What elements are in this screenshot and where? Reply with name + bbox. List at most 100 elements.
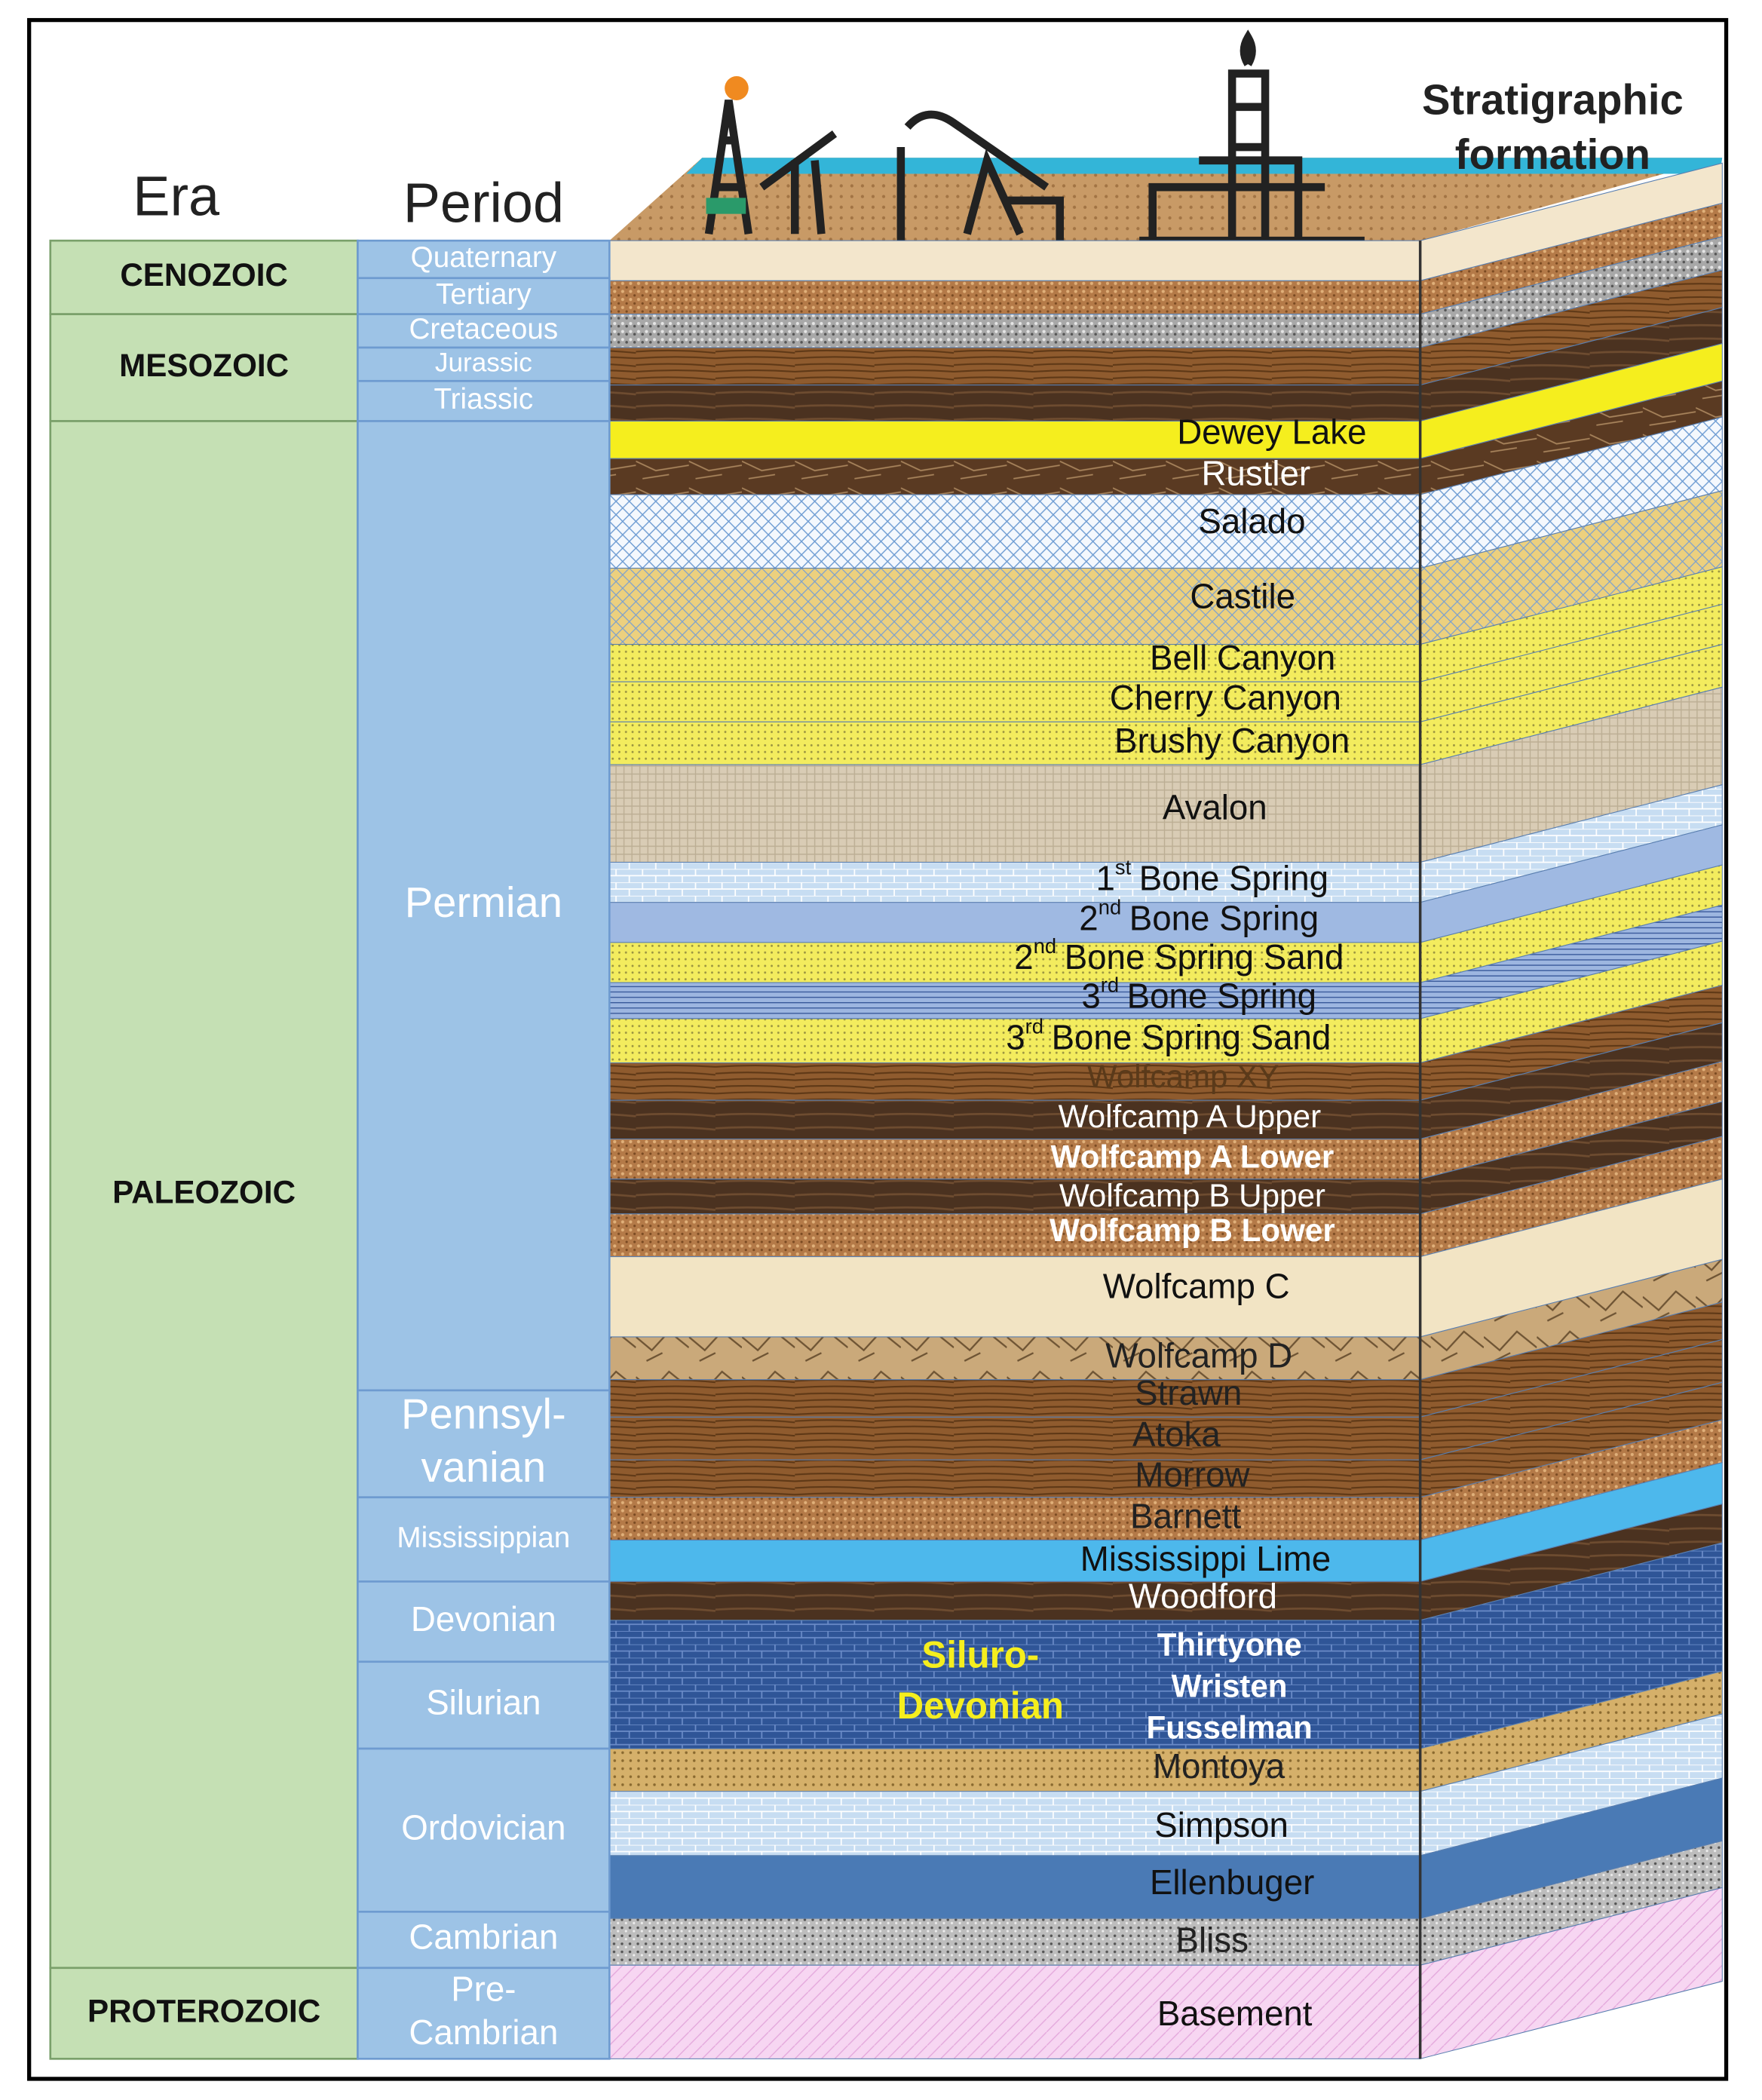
formation-label: 1st Bone Spring <box>1096 856 1328 898</box>
formation-label: Barnett <box>1130 1496 1241 1535</box>
period-cell <box>357 277 611 315</box>
period-label: Pre- <box>451 1969 516 2008</box>
formation-label: Woodford <box>1129 1576 1277 1615</box>
period-label: Cambrian <box>409 2013 558 2052</box>
formation-heading: Stratigraphic <box>1422 75 1684 123</box>
formation-label: 3rd Bone Spring Sand <box>1006 1015 1331 1057</box>
stratum <box>608 1855 1421 1919</box>
period-cell <box>357 1967 611 2060</box>
period-cell <box>357 1747 611 1913</box>
ordinal-number: 2 <box>1014 937 1033 976</box>
formation-label: Wolfcamp A Lower <box>1051 1139 1335 1174</box>
stratum <box>608 1539 1421 1582</box>
era-heading: Era <box>133 164 220 227</box>
ordinal-suffix: rd <box>1101 973 1119 997</box>
period-label: Ordovician <box>401 1807 565 1847</box>
stratum <box>608 1497 1421 1541</box>
formation-label: Wolfcamp B Lower <box>1050 1212 1335 1248</box>
water-strip <box>686 158 1723 174</box>
stratum <box>608 1748 1421 1792</box>
formation-name: Bone Spring <box>1129 899 1319 938</box>
stratum <box>608 1791 1421 1856</box>
stratum <box>608 1213 1421 1258</box>
stratum <box>608 1018 1421 1064</box>
period-label: Tertiary <box>436 278 532 311</box>
ordinal-suffix: st <box>1115 856 1132 879</box>
formation-label: Bell Canyon <box>1150 638 1335 677</box>
ordinal-suffix: nd <box>1099 896 1121 919</box>
stratum <box>608 494 1421 569</box>
ordinal-number: 3 <box>1081 976 1100 1015</box>
ground-surface <box>609 158 1723 241</box>
formation-name: Bone Spring Sand <box>1052 1017 1331 1056</box>
period-cell <box>357 346 611 382</box>
formation-label: Brushy Canyon <box>1114 721 1350 760</box>
ordinal-number: 1 <box>1096 858 1114 897</box>
era-label: CENOZOIC <box>120 257 288 293</box>
period-label: Silurian <box>426 1682 541 1721</box>
period-label: Jurassic <box>435 348 532 377</box>
stratum <box>608 1416 1421 1461</box>
era-cell <box>49 313 359 422</box>
period-cell <box>357 379 611 422</box>
group-label: Devonian <box>897 1685 1064 1727</box>
ordinal-number: 3 <box>1006 1017 1025 1056</box>
stratum <box>608 240 1421 281</box>
era-label: PROTEROZOIC <box>87 1993 320 2028</box>
formation-name: Bone Spring <box>1139 858 1328 897</box>
stratum <box>608 764 1421 863</box>
period-cell <box>357 1580 611 1663</box>
formation-label: Avalon <box>1163 787 1267 826</box>
formation-label: Mississippi Lime <box>1080 1539 1331 1578</box>
period-label: Devonian <box>411 1599 556 1639</box>
formation-label: Fusselman <box>1146 1709 1312 1745</box>
stratum <box>608 1099 1421 1140</box>
formation-label: Wolfcamp C <box>1103 1266 1290 1305</box>
formation-label: Wolfcamp D <box>1105 1335 1292 1375</box>
formation-label: 2nd Bone Spring Sand <box>1014 934 1344 976</box>
period-label: Cambrian <box>409 1918 558 1957</box>
stratum <box>608 902 1421 943</box>
stratum <box>608 1336 1421 1381</box>
formation-label: Wolfcamp A Upper <box>1059 1099 1321 1134</box>
formation-label: Wolfcamp B Upper <box>1059 1178 1325 1213</box>
formation-label: Simpson <box>1154 1805 1289 1844</box>
formation-label: Morrow <box>1135 1455 1250 1494</box>
ordinal-number: 2 <box>1079 899 1098 938</box>
stratum <box>608 644 1421 682</box>
era-label: PALEOZOIC <box>112 1174 296 1209</box>
era-cell <box>49 420 359 1970</box>
period-label: Cretaceous <box>409 313 559 345</box>
columns: CENOZOIC MESOZOIC PALEOZOIC PROTEROZOIC Quat… <box>49 239 611 2060</box>
stratum <box>608 1918 1421 1966</box>
formation-label: 2nd Bone Spring <box>1079 896 1319 938</box>
period-label: Pennsyl- <box>401 1390 566 1437</box>
stratum <box>608 862 1421 903</box>
ordinal-suffix: nd <box>1034 934 1056 958</box>
formation-label: Salado <box>1198 501 1305 541</box>
stratum <box>608 1620 1421 1749</box>
period-cell <box>357 1660 611 1750</box>
formation-label: Cherry Canyon <box>1110 678 1341 717</box>
formation-label: 3rd Bone Spring <box>1081 973 1316 1016</box>
formation-label: Dewey Lake <box>1177 412 1366 451</box>
formation-name: Bone Spring Sand <box>1065 937 1344 976</box>
stratum <box>608 347 1421 386</box>
formation-heading: formation <box>1455 130 1650 178</box>
period-label: Mississippian <box>397 1522 570 1554</box>
formation-label: Basement <box>1157 1994 1313 2033</box>
ordinal-suffix: rd <box>1025 1015 1043 1038</box>
formation-label: Thirtyone <box>1157 1626 1302 1662</box>
formation-label: Wristen <box>1172 1668 1288 1703</box>
formation-name: Bone Spring <box>1127 976 1316 1015</box>
period-label: Permian <box>405 878 562 926</box>
formation-label: Rustler <box>1201 453 1310 492</box>
era-label: MESOZOIC <box>119 348 289 383</box>
stratum <box>608 280 1421 315</box>
period-label: Triassic <box>434 383 534 415</box>
period-label: Quaternary <box>411 241 557 274</box>
stratum <box>608 567 1421 645</box>
formation-label: Strawn <box>1135 1373 1242 1412</box>
formation-label: Bliss <box>1176 1920 1249 1959</box>
